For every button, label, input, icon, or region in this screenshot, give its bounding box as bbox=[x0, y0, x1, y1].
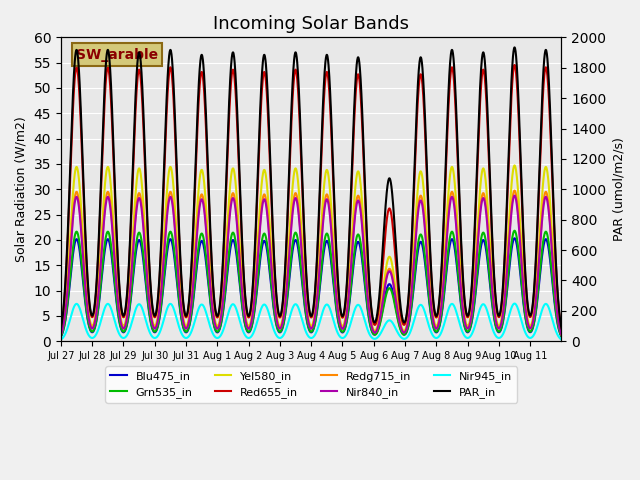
Yel580_in bbox=[57, 331, 65, 336]
Yel580_in bbox=[220, 288, 227, 293]
Red655_in bbox=[57, 326, 65, 332]
Redg715_in bbox=[531, 310, 538, 315]
Grn535_in bbox=[531, 317, 538, 323]
Line: Red655_in: Red655_in bbox=[61, 65, 561, 329]
Redg715_in bbox=[527, 324, 535, 329]
Nir945_in bbox=[511, 300, 518, 306]
Grn535_in bbox=[527, 328, 535, 334]
Yel580_in bbox=[531, 305, 538, 311]
Nir840_in bbox=[321, 207, 328, 213]
Nir945_in bbox=[321, 304, 328, 310]
Line: Blu475_in: Blu475_in bbox=[61, 238, 561, 337]
Blu475_in bbox=[557, 334, 565, 340]
Red655_in bbox=[239, 257, 246, 263]
Red655_in bbox=[511, 62, 518, 68]
PAR_in bbox=[220, 253, 227, 259]
Red655_in bbox=[321, 89, 328, 95]
Red655_in bbox=[220, 258, 227, 264]
Yel580_in bbox=[527, 321, 535, 327]
Line: PAR_in: PAR_in bbox=[61, 48, 561, 328]
PAR_in bbox=[184, 309, 191, 314]
Nir840_in bbox=[239, 295, 246, 301]
Grn535_in bbox=[321, 239, 328, 244]
Nir945_in bbox=[531, 331, 538, 337]
Blu475_in bbox=[57, 334, 65, 340]
Nir840_in bbox=[511, 192, 518, 198]
Yel580_in bbox=[239, 287, 246, 292]
Blu475_in bbox=[220, 309, 227, 314]
Red655_in bbox=[527, 312, 535, 317]
PAR_in bbox=[57, 325, 65, 331]
Redg715_in bbox=[557, 332, 565, 337]
Grn535_in bbox=[557, 334, 565, 339]
Yel580_in bbox=[184, 321, 191, 326]
PAR_in bbox=[527, 310, 535, 315]
PAR_in bbox=[239, 252, 246, 257]
Blu475_in bbox=[184, 328, 191, 334]
Y-axis label: PAR (umol/m2/s): PAR (umol/m2/s) bbox=[612, 137, 625, 241]
Red655_in bbox=[557, 326, 565, 332]
PAR_in bbox=[321, 73, 328, 79]
Text: SW_arable: SW_arable bbox=[76, 48, 158, 61]
Line: Nir945_in: Nir945_in bbox=[61, 303, 561, 340]
Redg715_in bbox=[57, 332, 65, 337]
Nir840_in bbox=[220, 296, 227, 302]
Nir840_in bbox=[184, 324, 191, 329]
Nir945_in bbox=[57, 337, 65, 343]
Yel580_in bbox=[511, 163, 518, 168]
Grn535_in bbox=[220, 306, 227, 312]
Line: Redg715_in: Redg715_in bbox=[61, 191, 561, 335]
Nir945_in bbox=[527, 335, 535, 340]
Nir840_in bbox=[57, 332, 65, 338]
Legend: Blu475_in, Grn535_in, Yel580_in, Red655_in, Redg715_in, Nir840_in, Nir945_in, PA: Blu475_in, Grn535_in, Yel580_in, Red655_… bbox=[106, 366, 517, 403]
Redg715_in bbox=[184, 323, 191, 329]
Nir945_in bbox=[557, 337, 565, 343]
Yel580_in bbox=[321, 180, 328, 186]
Grn535_in bbox=[57, 334, 65, 339]
PAR_in bbox=[557, 325, 565, 331]
Y-axis label: Solar Radiation (W/m2): Solar Radiation (W/m2) bbox=[15, 117, 28, 262]
PAR_in bbox=[531, 282, 538, 288]
Nir945_in bbox=[220, 327, 227, 333]
Grn535_in bbox=[184, 327, 191, 333]
Line: Yel580_in: Yel580_in bbox=[61, 166, 561, 334]
Nir945_in bbox=[184, 335, 191, 340]
Nir945_in bbox=[239, 327, 246, 333]
Nir840_in bbox=[557, 332, 565, 338]
Nir840_in bbox=[531, 311, 538, 316]
Title: Incoming Solar Bands: Incoming Solar Bands bbox=[213, 15, 409, 33]
Redg715_in bbox=[220, 295, 227, 300]
Blu475_in bbox=[321, 245, 328, 251]
Grn535_in bbox=[511, 228, 518, 234]
Blu475_in bbox=[527, 328, 535, 334]
Yel580_in bbox=[557, 331, 565, 336]
Red655_in bbox=[184, 311, 191, 316]
Blu475_in bbox=[511, 235, 518, 241]
Nir840_in bbox=[527, 324, 535, 330]
Grn535_in bbox=[239, 306, 246, 312]
Redg715_in bbox=[511, 188, 518, 193]
Line: Grn535_in: Grn535_in bbox=[61, 231, 561, 336]
Blu475_in bbox=[531, 319, 538, 324]
Red655_in bbox=[531, 286, 538, 291]
Line: Nir840_in: Nir840_in bbox=[61, 195, 561, 335]
Redg715_in bbox=[321, 203, 328, 208]
PAR_in bbox=[511, 45, 518, 50]
Redg715_in bbox=[239, 294, 246, 300]
Blu475_in bbox=[239, 308, 246, 314]
